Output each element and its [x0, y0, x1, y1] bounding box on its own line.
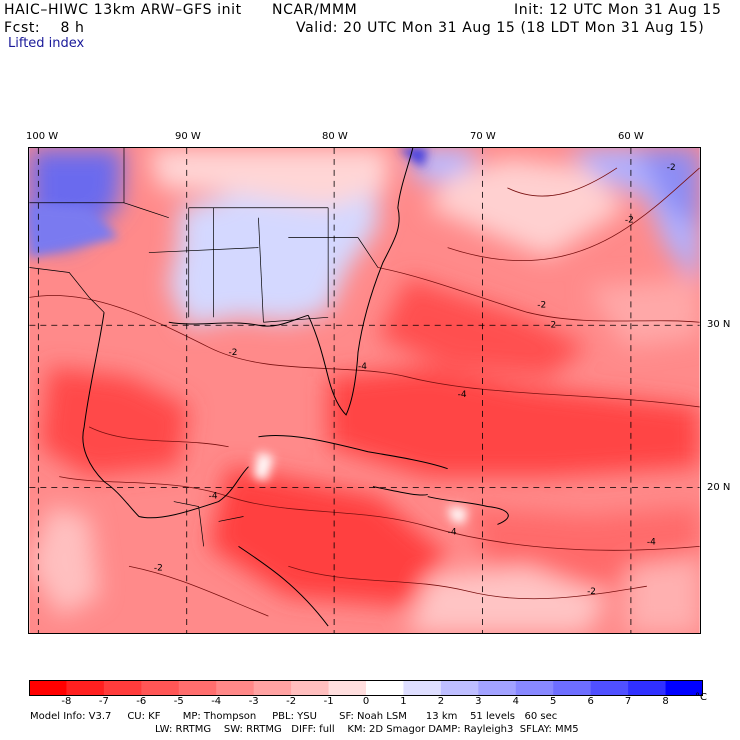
- forecast-hour: Fcst: 8 h: [4, 20, 85, 36]
- organization-label: NCAR/MMM: [272, 2, 358, 18]
- colorbar-tick-label: 2: [437, 696, 445, 707]
- contour-label: -4: [448, 527, 457, 537]
- colorbar-swatch: [216, 680, 255, 696]
- colorbar: [29, 680, 703, 696]
- model-title: HAIC–HIWC 13km ARW–GFS init: [4, 2, 242, 18]
- lon-label-90w: 90 W: [175, 131, 201, 142]
- lon-label-80w: 80 W: [322, 131, 348, 142]
- colorbar-tick-label: -5: [173, 696, 184, 707]
- colorbar-tick-label: 4: [512, 696, 519, 707]
- colorbar-swatch: [328, 680, 367, 696]
- colorbar-tick-label: -7: [98, 696, 109, 707]
- model-info-line2: LW: RRTMG SW: RRTMG DIFF: full KM: 2D Sm…: [155, 724, 579, 735]
- contour-labels: -2-2-2-2-4-4-4-2-4-4-2-2: [154, 163, 676, 597]
- contour-label: -2: [667, 163, 676, 173]
- map-field-shading: [29, 148, 700, 633]
- colorbar-swatch: [29, 680, 67, 696]
- contour-label: -2: [587, 587, 596, 597]
- colorbar-tick-label: -2: [286, 696, 297, 707]
- lon-label-100w: 100 W: [26, 131, 59, 142]
- lat-label-30n: 30 N: [707, 319, 731, 330]
- colorbar-swatch: [291, 680, 330, 696]
- colorbar-tick-label: 3: [475, 696, 482, 707]
- colorbar-tick-label: 8: [662, 696, 669, 707]
- contour-lines: [29, 167, 700, 617]
- lifted-index-map: -2-2-2-2-4-4-4-2-4-4-2-2: [28, 147, 701, 634]
- contour-label: -2: [229, 348, 238, 358]
- contour-label: -2: [547, 320, 556, 330]
- colorbar-border: [29, 680, 703, 696]
- lon-label-60w: 60 W: [618, 131, 644, 142]
- colorbar-swatch: [66, 680, 105, 696]
- colorbar-swatch: [440, 680, 479, 696]
- colorbar-swatch: [103, 680, 142, 696]
- colorbar-swatch: [366, 680, 404, 696]
- colorbar-swatch: [178, 680, 217, 696]
- state-country-borders: [29, 148, 379, 547]
- init-time: Init: 12 UTC Mon 31 Aug 15: [514, 2, 722, 18]
- model-info-line1: Model Info: V3.7 CU: KF MP: Thompson PBL…: [30, 711, 558, 722]
- contour-label: -4: [358, 362, 367, 372]
- colorbar-swatch: [515, 680, 554, 696]
- colorbar-tick-label: 0: [362, 696, 370, 707]
- colorbar-swatch: [253, 680, 292, 696]
- colorbar-tick-label: 6: [587, 696, 594, 707]
- colorbar-swatch: [403, 680, 442, 696]
- colorbar-tick-label: 7: [624, 696, 632, 707]
- colorbar-tick-label: 5: [550, 696, 557, 707]
- coastlines: [82, 148, 509, 627]
- colorbar-swatch: [141, 680, 180, 696]
- colorbar-unit: °C: [695, 692, 707, 703]
- colorbar-swatch: [553, 680, 592, 696]
- colorbar-tick-label: -4: [211, 696, 222, 707]
- contour-label: -4: [647, 537, 656, 547]
- colorbar-swatch: [665, 680, 703, 696]
- colorbar-tick-label: -8: [61, 696, 72, 707]
- colorbar-swatch: [478, 680, 517, 696]
- lat-label-20n: 20 N: [707, 482, 731, 493]
- colorbar-tick-label: -6: [136, 696, 147, 707]
- valid-time: Valid: 20 UTC Mon 31 Aug 15 (18 LDT Mon …: [296, 20, 705, 36]
- contour-label: -4: [458, 390, 467, 400]
- lon-label-70w: 70 W: [470, 131, 496, 142]
- colorbar-tick-label: 1: [400, 696, 407, 707]
- lat-lon-grid: [29, 148, 700, 633]
- field-name: Lifted index: [8, 36, 85, 51]
- contour-label: -2: [154, 563, 163, 573]
- colorbar-tick-label: -3: [248, 696, 259, 707]
- colorbar-swatch: [590, 680, 629, 696]
- contour-label: -4: [209, 492, 218, 502]
- colorbar-ticks: -8 -7 -6 -5 -4 -3 -2 -1 0 1 2 3 4 5 6 7 8 °C: [29, 692, 719, 708]
- colorbar-swatch: [628, 680, 667, 696]
- contour-label: -2: [625, 216, 634, 226]
- contour-label: -2: [537, 300, 546, 310]
- colorbar-tick-label: -1: [323, 696, 334, 707]
